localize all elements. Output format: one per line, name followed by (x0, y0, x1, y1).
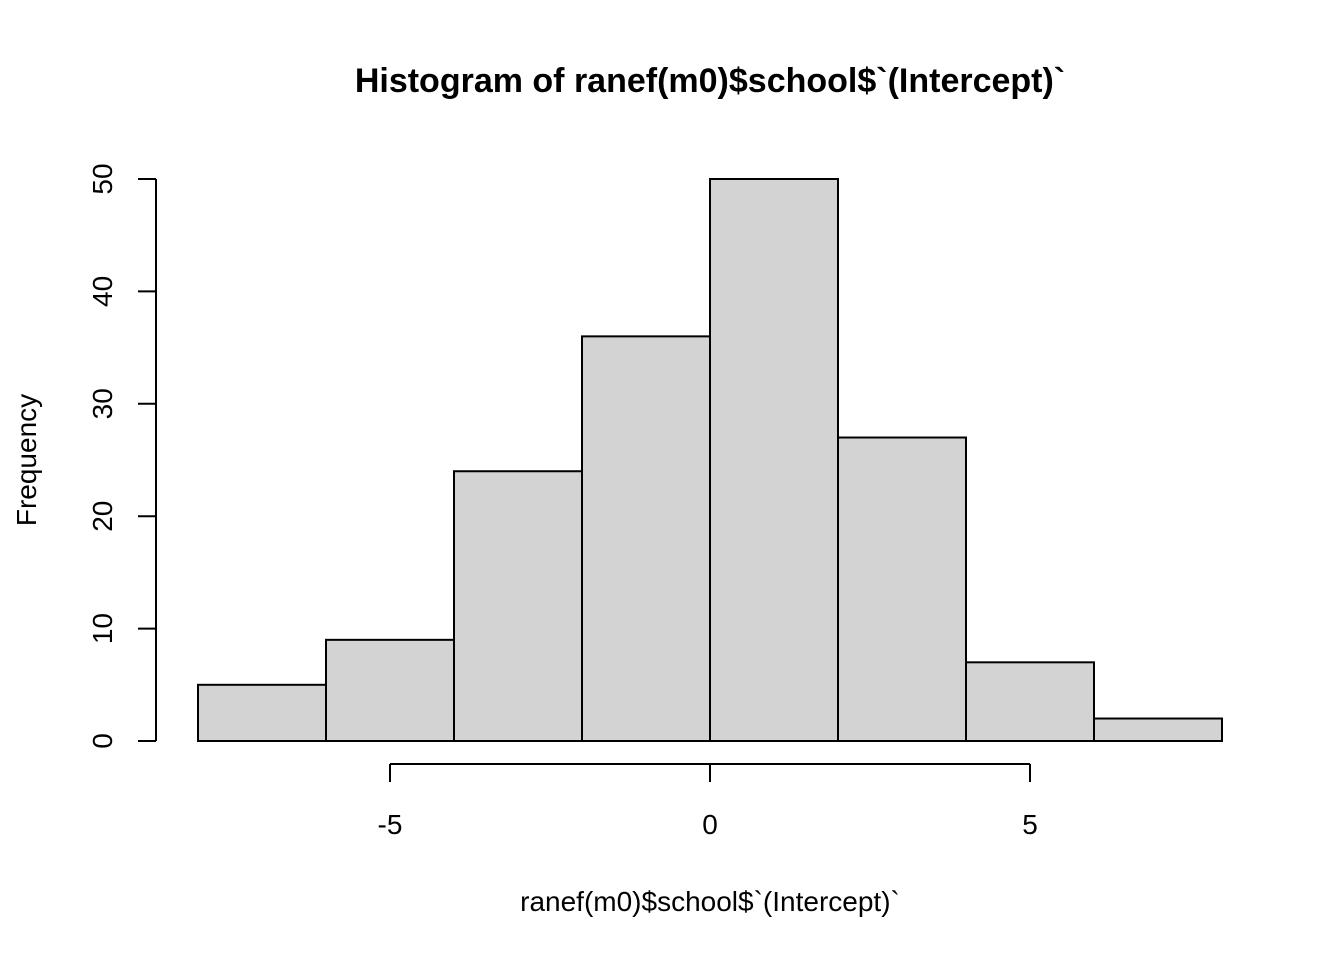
y-tick-label: 20 (87, 501, 118, 532)
x-tick-label: 0 (702, 809, 718, 840)
x-tick-label: -5 (378, 809, 403, 840)
y-tick-label: 0 (87, 733, 118, 749)
x-axis-label: ranef(m0)$school$`(Intercept)` (520, 886, 900, 917)
x-tick-label: 5 (1022, 809, 1038, 840)
bars-layer (197, 178, 1223, 743)
y-tick-label: 50 (87, 163, 118, 194)
histogram-bar (709, 178, 839, 742)
histogram-bar (965, 661, 1095, 743)
histogram-bar (197, 683, 327, 742)
y-axis-label: Frequency (11, 394, 42, 526)
histogram-bar (453, 470, 583, 742)
y-tick-label: 30 (87, 388, 118, 419)
histogram-bar (581, 335, 711, 742)
y-tick-label: 40 (87, 276, 118, 307)
x-axis: -5 0 5 (378, 763, 1038, 840)
histogram-bar (325, 638, 455, 743)
histogram-bar (837, 436, 967, 742)
y-axis: 0 10 20 30 40 50 (87, 163, 157, 749)
chart-title: Histogram of ranef(m0)$school$`(Intercep… (355, 62, 1065, 100)
y-tick-label: 10 (87, 613, 118, 644)
histogram-bar (1093, 717, 1223, 743)
